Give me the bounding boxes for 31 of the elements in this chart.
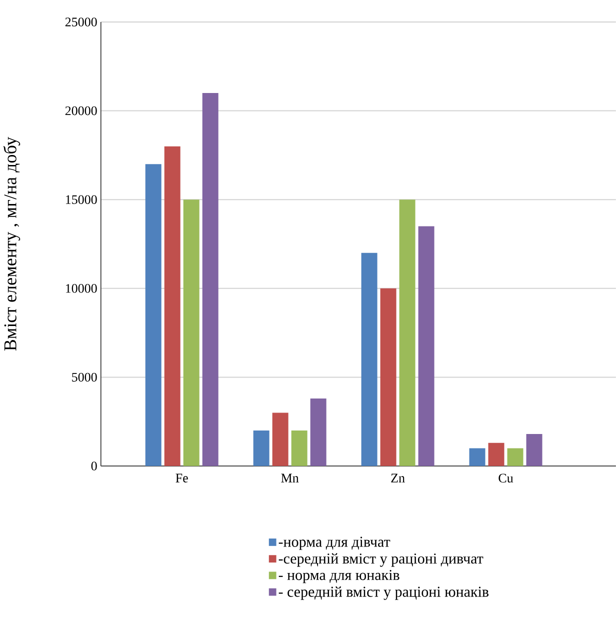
bar xyxy=(507,448,524,466)
y-tick-label: 5000 xyxy=(72,372,97,382)
bar xyxy=(526,434,542,466)
bar xyxy=(272,412,288,466)
bar xyxy=(380,288,396,466)
bar xyxy=(202,93,218,466)
y-tick-label: 15000 xyxy=(66,195,97,204)
bar xyxy=(488,442,504,466)
bar xyxy=(145,164,162,466)
x-tick-label: Cu xyxy=(498,474,513,483)
legend-label: - норма для юнаків xyxy=(278,570,400,584)
bar xyxy=(418,226,434,466)
bar xyxy=(291,430,308,466)
bar xyxy=(399,200,416,466)
legend-label: -норма для дівчат xyxy=(278,536,390,550)
bar xyxy=(469,448,486,466)
y-tick-label: 0 xyxy=(91,462,97,470)
bar xyxy=(183,200,200,466)
legend-label: - середній вміст у раціоні юнаків xyxy=(278,586,488,600)
bar xyxy=(164,146,180,466)
y-tick-label: 20000 xyxy=(65,106,97,116)
bar xyxy=(361,252,378,466)
x-tick-label: Zn xyxy=(391,474,405,482)
y-tick-label: 25000 xyxy=(65,18,97,26)
y-tick-label: 10000 xyxy=(66,284,97,293)
bar xyxy=(253,430,270,466)
y-axis-title: Вміст елементу , мг/на добу xyxy=(3,136,20,351)
x-tick-label: Mn xyxy=(280,474,298,482)
x-tick-label: Fe xyxy=(176,474,188,482)
legend-label: -середній вміст у раціоні дивчат xyxy=(278,553,483,567)
bar xyxy=(310,398,326,466)
